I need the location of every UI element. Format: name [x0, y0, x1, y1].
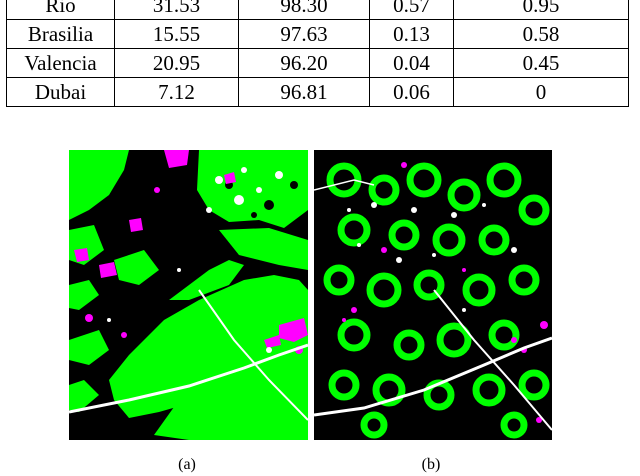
table-cell: Valencia	[6, 48, 115, 78]
table-cell: 0.06	[369, 77, 454, 107]
table-cell: 0.95	[453, 0, 629, 20]
table-cell: 20.95	[114, 48, 239, 78]
table-cell: Dubai	[6, 77, 115, 107]
table-cell: Rio	[6, 0, 115, 20]
table-row: Dubai 7.12 96.81 0.06 0	[6, 77, 629, 107]
table-row: Valencia 20.95 96.20 0.04 0.45	[6, 48, 629, 78]
results-table: Rio 31.53 98.30 0.57 0.95 Brasilia 15.55…	[6, 0, 629, 107]
table-cell: 96.81	[238, 77, 370, 107]
table-cell: 97.63	[238, 19, 370, 49]
table-cell: Brasilia	[6, 19, 115, 49]
change-map-b	[314, 150, 552, 440]
table-cell: 7.12	[114, 77, 239, 107]
table-cell: 0.57	[369, 0, 454, 20]
table-cell: 0.45	[453, 48, 629, 78]
caption-a: (a)	[178, 456, 196, 473]
change-map-a-image	[69, 150, 308, 440]
table-cell: 0	[453, 77, 629, 107]
table-cell: 0.04	[369, 48, 454, 78]
table-cell: 98.30	[238, 0, 370, 20]
change-map-b-image	[314, 150, 552, 440]
change-map-a	[69, 150, 308, 440]
table-cell: 0.13	[369, 19, 454, 49]
table-cell: 96.20	[238, 48, 370, 78]
table-cell: 31.53	[114, 0, 239, 20]
table-cell: 0.58	[453, 19, 629, 49]
table-row: Rio 31.53 98.30 0.57 0.95	[6, 0, 629, 20]
table-row: Brasilia 15.55 97.63 0.13 0.58	[6, 19, 629, 49]
caption-b: (b)	[421, 456, 441, 473]
table-cell: 15.55	[114, 19, 239, 49]
